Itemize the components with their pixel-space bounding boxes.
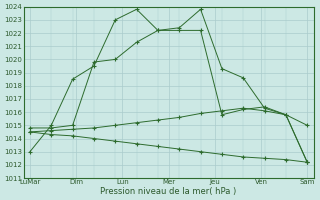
X-axis label: Pression niveau de la mer( hPa ): Pression niveau de la mer( hPa ) [100, 187, 237, 196]
